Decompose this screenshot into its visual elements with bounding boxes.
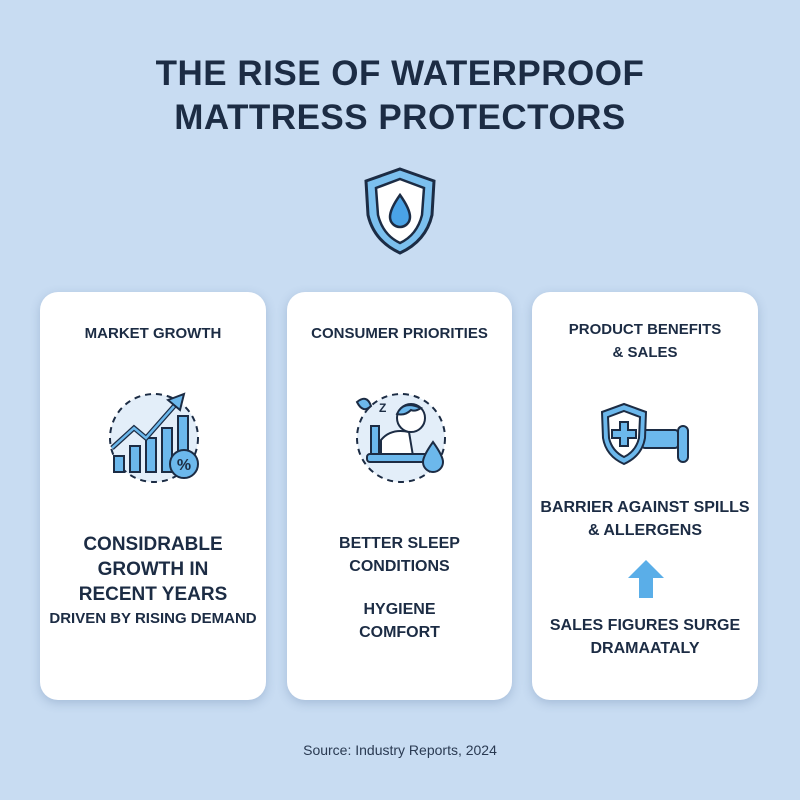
- card-heading: MARKET GROWTH: [84, 325, 222, 342]
- source-note: Source: Industry Reports, 2024: [303, 742, 497, 758]
- card-market-growth: MARKET GROWTH % CONSIDRABLE GROWTH IN RE…: [40, 292, 266, 700]
- growth-chart-percent-icon: %: [109, 392, 199, 483]
- card-heading: PRODUCT BENEFITS: [568, 321, 722, 338]
- page-title: THE RISE OF WATERPROOF MATTRESS PROTECTO…: [155, 54, 645, 137]
- sleeping-person-icon: Z: [355, 393, 446, 483]
- shield-water-drop-icon: [364, 167, 436, 255]
- card-heading: CONSUMER PRIORITIES: [311, 325, 488, 342]
- card-product-benefits: PRODUCT BENEFITS & SALES BARRIER AGAINST…: [532, 292, 758, 700]
- svg-text:%: %: [177, 457, 191, 474]
- svg-text:Z: Z: [379, 401, 386, 415]
- shield-bed-icon: [600, 402, 689, 466]
- arrow-up-icon: [628, 560, 664, 598]
- card-consumer-priorities: CONSUMER PRIORITIES Z BETTER SLEEP CONDI…: [287, 292, 512, 700]
